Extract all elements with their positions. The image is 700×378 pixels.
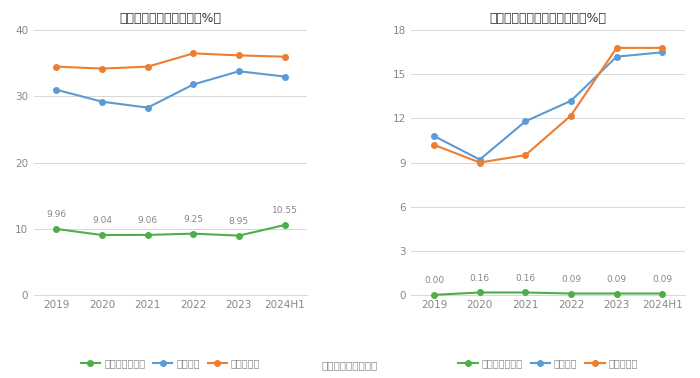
Text: 0.16: 0.16: [515, 274, 536, 283]
Text: 9.25: 9.25: [183, 215, 203, 224]
Text: 0.09: 0.09: [652, 275, 672, 284]
Text: 9.04: 9.04: [92, 216, 112, 225]
Title: 近年来资产负债率情况（%）: 近年来资产负债率情况（%）: [120, 12, 221, 25]
Text: 数据来源：恒生聚源: 数据来源：恒生聚源: [322, 361, 378, 370]
Text: 0.16: 0.16: [470, 274, 490, 283]
Text: 0.09: 0.09: [561, 275, 581, 284]
Text: 9.96: 9.96: [46, 210, 66, 219]
Text: 10.55: 10.55: [272, 206, 298, 215]
Text: 8.95: 8.95: [229, 217, 249, 226]
Legend: 公司资产负债率, 行业均值, 行业中位数: 公司资产负债率, 行业均值, 行业中位数: [80, 358, 260, 368]
Text: 9.06: 9.06: [138, 216, 158, 225]
Text: 0.00: 0.00: [424, 276, 444, 285]
Legend: 有息资产负债率, 行业均值, 行业中位数: 有息资产负债率, 行业均值, 行业中位数: [458, 358, 638, 368]
Text: 0.09: 0.09: [606, 275, 627, 284]
Title: 近年来有息资产负债率情况（%）: 近年来有息资产负债率情况（%）: [490, 12, 607, 25]
